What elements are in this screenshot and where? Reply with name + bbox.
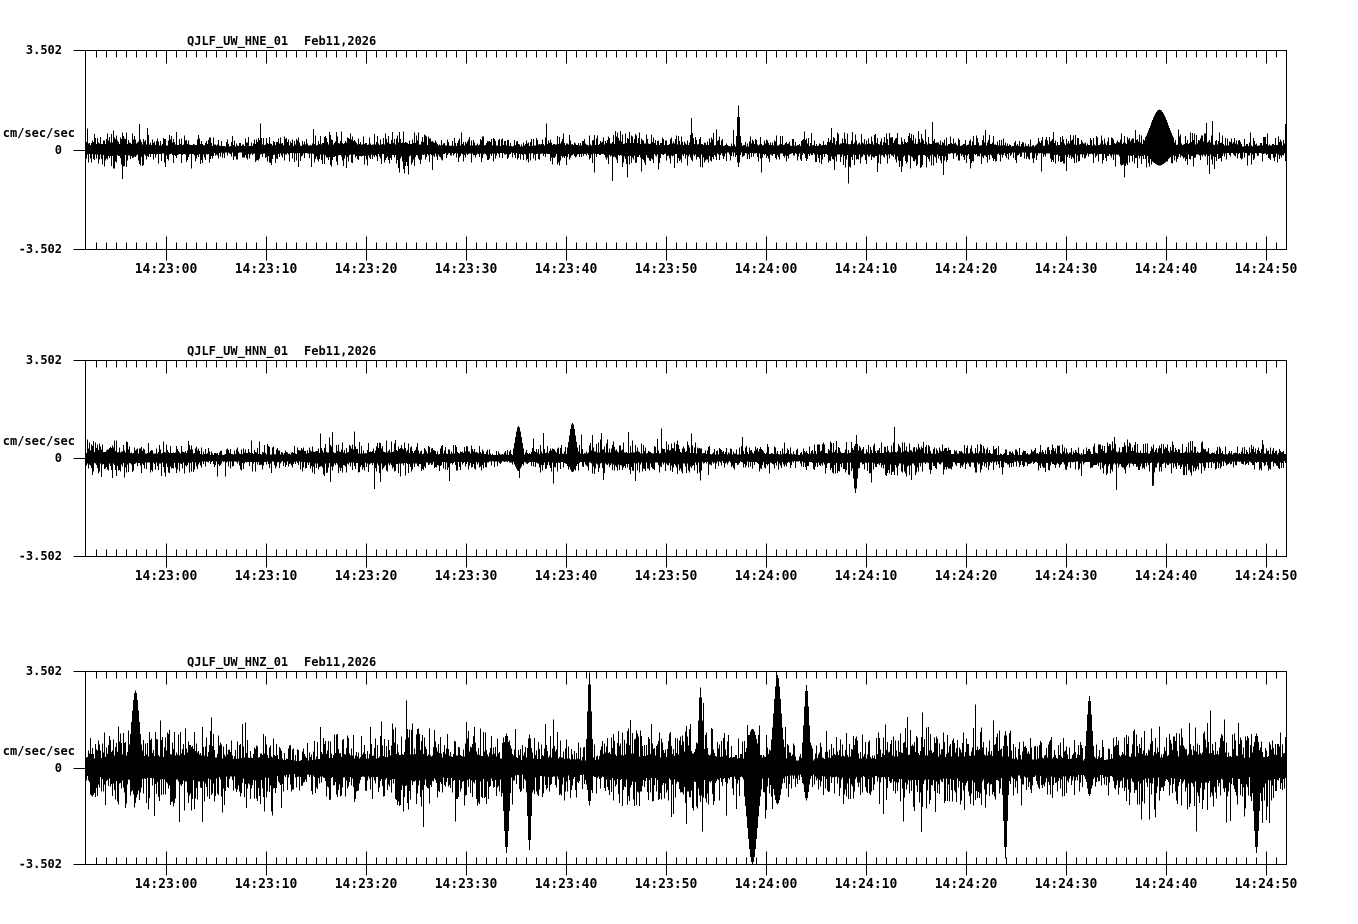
x-tick-label: 14:23:30 [435,262,498,277]
x-tick-label: 14:24:00 [735,569,798,584]
waveform-trace-hnn [86,423,1287,493]
x-tick-label: 14:24:50 [1235,569,1298,584]
x-tick-label: 14:23:30 [435,569,498,584]
x-tick-label: 14:23:30 [435,877,498,892]
x-tick-label: 14:24:50 [1235,877,1298,892]
x-tick-label: 14:24:00 [735,877,798,892]
x-tick-label: 14:23:50 [635,569,698,584]
y-min-label: -3.502 [19,549,62,563]
x-tick-label: 14:23:50 [635,877,698,892]
panel-title-date: Feb11,2026 [304,655,376,669]
x-tick-label: 14:24:40 [1135,262,1198,277]
x-tick-label: 14:24:00 [735,262,798,277]
x-tick-label: 14:23:20 [335,262,398,277]
x-tick-label: 14:23:40 [535,877,598,892]
y-zero-label: 0 [55,761,62,775]
trace-panel-hnn: QJLF_UW_HNN_01 Feb11,2026 3.502 cm/sec/s… [3,344,377,563]
y-zero-label: 0 [55,451,62,465]
y-units-label: cm/sec/sec [3,434,75,448]
x-tick-label: 14:23:10 [235,569,298,584]
x-tick-label: 14:24:30 [1035,877,1098,892]
axis-ticks [73,671,1277,876]
x-tick-label: 14:23:00 [135,569,198,584]
x-tick-label: 14:23:20 [335,877,398,892]
trace-panel-hnz: QJLF_UW_HNZ_01 Feb11,2026 3.502 cm/sec/s… [3,655,377,871]
x-tick-label: 14:24:30 [1035,569,1098,584]
panel-title-station: QJLF_UW_HNZ_01 [187,655,288,670]
x-tick-label: 14:24:30 [1035,262,1098,277]
y-min-label: -3.502 [19,242,62,256]
x-tick-label: 14:23:50 [635,262,698,277]
x-tick-label: 14:23:00 [135,877,198,892]
x-tick-label: 14:24:50 [1235,262,1298,277]
x-tick-label: 14:23:00 [135,262,198,277]
x-tick-label: 14:24:20 [935,569,998,584]
y-zero-label: 0 [55,143,62,157]
x-tick-label: 14:23:20 [335,569,398,584]
trace-panel-hne: QJLF_UW_HNE_01 Feb11,2026 3.502 cm/sec/s… [3,34,377,256]
panel-title-station: QJLF_UW_HNN_01 [187,344,288,359]
y-max-label: 3.502 [26,353,62,367]
x-tick-label: 14:24:40 [1135,569,1198,584]
y-max-label: 3.502 [26,43,62,57]
y-min-label: -3.502 [19,857,62,871]
axis-ticks [73,50,1277,261]
x-tick-label: 14:24:20 [935,262,998,277]
x-tick-label: 14:24:10 [835,262,898,277]
x-tick-label: 14:24:40 [1135,877,1198,892]
x-tick-label: 14:24:10 [835,877,898,892]
panel-title-station: QJLF_UW_HNE_01 [187,34,288,49]
y-max-label: 3.502 [26,664,62,678]
x-tick-label: 14:23:40 [535,262,598,277]
y-units-label: cm/sec/sec [3,126,75,140]
axis-ticks [73,360,1277,568]
x-tick-label: 14:23:10 [235,262,298,277]
waveform-trace-hne [86,105,1287,184]
x-tick-label: 14:23:10 [235,877,298,892]
x-tick-label: 14:24:10 [835,569,898,584]
waveform-trace-hnz [86,672,1287,864]
y-units-label: cm/sec/sec [3,744,75,758]
panel-title-date: Feb11,2026 [304,34,376,48]
x-tick-label: 14:24:20 [935,877,998,892]
panel-title-date: Feb11,2026 [304,344,376,358]
x-tick-label: 14:23:40 [535,569,598,584]
